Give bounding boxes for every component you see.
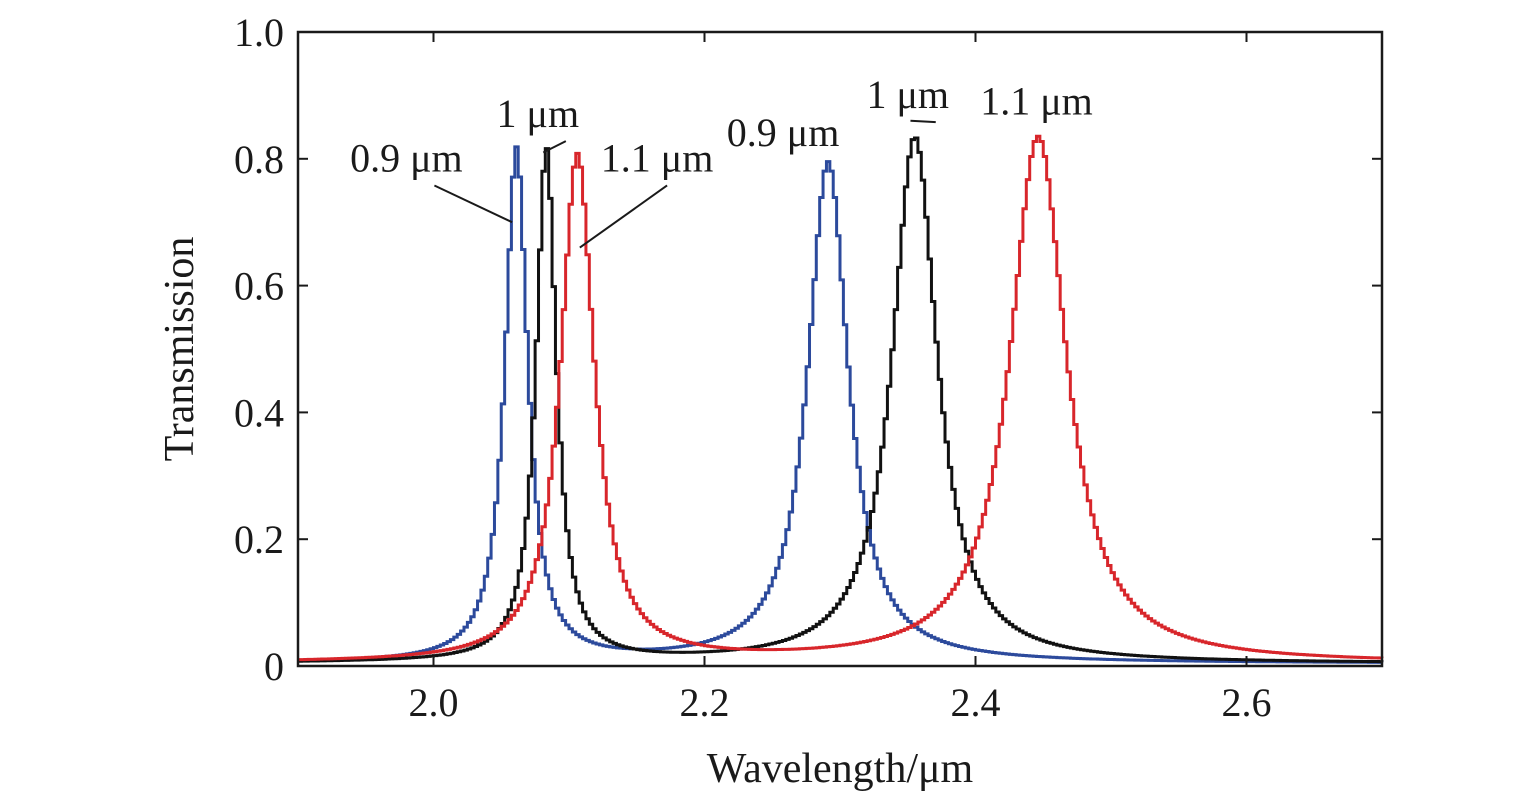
leader-line-5: [910, 119, 936, 124]
y-tick-label: 0.4: [234, 390, 284, 435]
x-tick-label: 2.6: [1222, 680, 1272, 725]
series-line-3: [298, 134, 1384, 662]
peak-label-6: 1.1 μm: [980, 78, 1093, 123]
leader-line-1: [433, 184, 513, 224]
y-tick-label: 0.6: [234, 264, 284, 309]
y-tick-label: 0.2: [234, 517, 284, 562]
peak-label-3: 1.1 μm: [601, 135, 714, 180]
annotations-layer: 0.9 μm 1 μm 1.1 μm 0.9 μm 1 μm 1.1 μm: [350, 72, 1093, 249]
y-axis-label: Transmission: [157, 237, 203, 462]
series-line-1: [298, 145, 1384, 664]
y-tick-label: 0.8: [234, 137, 284, 182]
x-axis-label: Wavelength/μm: [707, 746, 974, 792]
ticks-layer: 2.0 2.2 2.4 2.6 0 0.2 0.4 0.6 0.8 1.0: [234, 10, 1382, 725]
series-line-2: [298, 136, 1384, 664]
peak-label-1: 0.9 μm: [350, 135, 463, 180]
y-tick-label: 0: [264, 644, 284, 689]
x-tick-label: 2.4: [951, 680, 1001, 725]
x-tick-label: 2.2: [680, 680, 730, 725]
leader-line-2: [542, 140, 567, 154]
peak-label-5: 1 μm: [866, 72, 949, 117]
y-tick-label: 1.0: [234, 10, 284, 55]
leader-line-3: [579, 184, 668, 249]
peak-label-2: 1 μm: [497, 91, 580, 136]
curves-layer: [298, 134, 1384, 664]
plot-frame: [296, 30, 1384, 668]
x-tick-label: 2.0: [409, 680, 459, 725]
peak-label-4: 0.9 μm: [727, 110, 840, 155]
